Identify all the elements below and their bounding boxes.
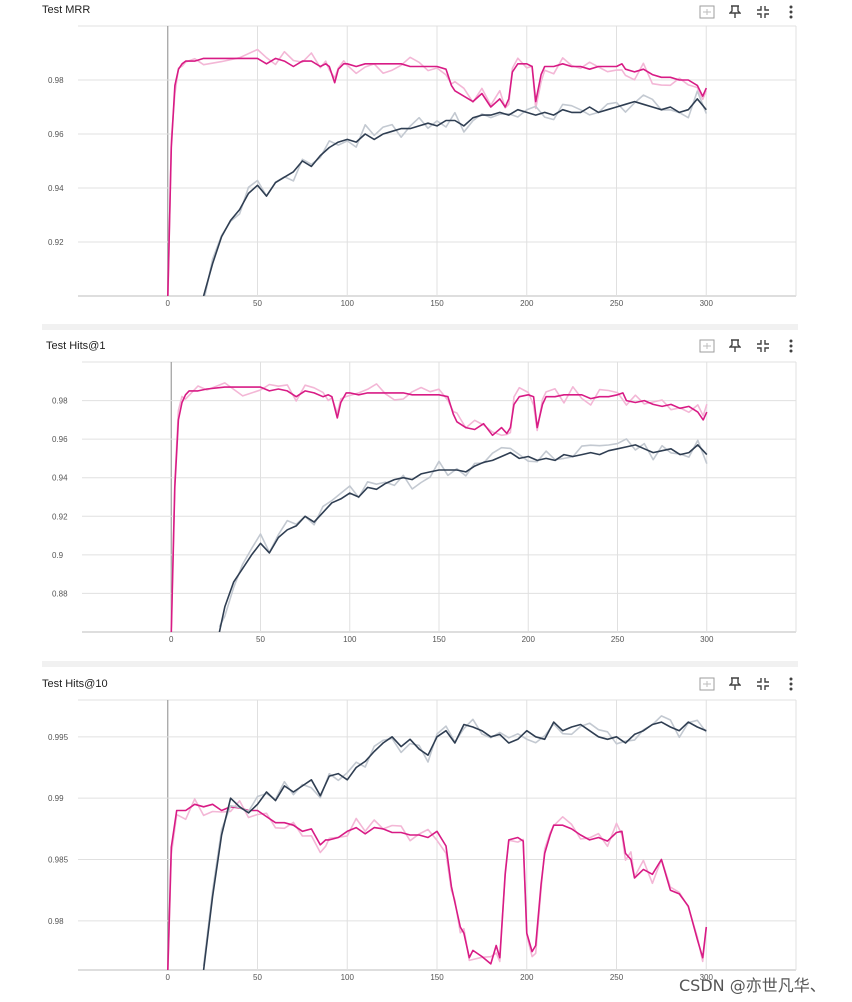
more-options-button[interactable] bbox=[780, 2, 802, 22]
x-tick-label: 300 bbox=[700, 299, 714, 308]
series-line bbox=[218, 444, 708, 632]
series-raw-line bbox=[218, 438, 708, 628]
more-options-button[interactable] bbox=[780, 674, 802, 694]
y-tick-label: 0.995 bbox=[48, 733, 69, 742]
panel-divider bbox=[42, 661, 798, 667]
y-tick-label: 0.9 bbox=[52, 551, 64, 560]
fit-domain-button[interactable] bbox=[696, 2, 718, 22]
fit-domain-icon bbox=[699, 677, 715, 691]
y-tick-label: 0.92 bbox=[48, 238, 64, 247]
series-line bbox=[202, 721, 707, 970]
series-line bbox=[170, 386, 708, 632]
series-group bbox=[167, 48, 708, 296]
more-options-button[interactable] bbox=[780, 336, 802, 356]
pin-button[interactable] bbox=[724, 2, 746, 22]
panel-divider bbox=[42, 324, 798, 330]
y-tick-label: 0.98 bbox=[48, 76, 64, 85]
chart-title: Test Hits@10 bbox=[42, 678, 108, 690]
y-tick-label: 0.94 bbox=[48, 184, 64, 193]
series-group bbox=[167, 715, 708, 970]
fit-domain-button[interactable] bbox=[696, 674, 718, 694]
series-line bbox=[202, 98, 707, 296]
x-tick-label: 50 bbox=[253, 973, 262, 982]
collapse-button[interactable] bbox=[752, 674, 774, 694]
y-tick-label: 0.92 bbox=[52, 512, 68, 521]
chart-plot[interactable]: 0 50 100 150 200 250 300 0.98 0.985 0.99 0.995 bbox=[0, 674, 852, 1002]
series-group bbox=[170, 382, 708, 632]
x-tick-label: 300 bbox=[700, 635, 714, 644]
watermark: CSDN @亦世凡华、 bbox=[679, 976, 826, 995]
x-tick-label: 150 bbox=[430, 973, 444, 982]
chart-title: Test MRR bbox=[42, 4, 91, 16]
x-tick-label: 100 bbox=[341, 299, 355, 308]
y-tick-label: 0.96 bbox=[52, 435, 68, 444]
chart-plot[interactable]: 0 50 100 150 200 250 300 0.92 0.94 0.96 0.98 bbox=[0, 0, 852, 330]
y-tick-label: 0.98 bbox=[48, 917, 64, 926]
pin-button[interactable] bbox=[724, 674, 746, 694]
y-tick-label: 0.99 bbox=[48, 794, 64, 803]
x-tick-label: 50 bbox=[253, 299, 262, 308]
pin-icon bbox=[729, 339, 741, 352]
x-tick-label: 0 bbox=[166, 973, 171, 982]
more-vert-icon bbox=[789, 5, 793, 19]
chart-toolbar bbox=[696, 336, 802, 356]
fit-domain-button[interactable] bbox=[696, 336, 718, 356]
pin-icon bbox=[729, 5, 741, 18]
collapse-button[interactable] bbox=[752, 2, 774, 22]
pin-icon bbox=[729, 677, 741, 690]
collapse-button[interactable] bbox=[752, 336, 774, 356]
collapse-icon bbox=[757, 678, 769, 690]
x-tick-label: 250 bbox=[610, 299, 624, 308]
x-tick-label: 100 bbox=[343, 635, 357, 644]
x-tick-label: 300 bbox=[700, 973, 714, 982]
fit-domain-icon bbox=[699, 339, 715, 353]
series-raw-line bbox=[202, 715, 707, 967]
series-line bbox=[167, 57, 708, 296]
y-tick-label: 0.94 bbox=[52, 474, 68, 483]
fit-domain-icon bbox=[699, 5, 715, 19]
more-vert-icon bbox=[789, 339, 793, 353]
pin-button[interactable] bbox=[724, 336, 746, 356]
y-tick-label: 0.98 bbox=[52, 397, 68, 406]
chart-toolbar bbox=[696, 2, 802, 22]
x-tick-label: 200 bbox=[520, 299, 534, 308]
chart-toolbar bbox=[696, 674, 802, 694]
more-vert-icon bbox=[789, 677, 793, 691]
x-tick-label: 250 bbox=[610, 973, 624, 982]
collapse-icon bbox=[757, 340, 769, 352]
x-tick-label: 200 bbox=[522, 635, 536, 644]
chart-title: Test Hits@1 bbox=[46, 340, 106, 352]
x-tick-label: 200 bbox=[520, 973, 534, 982]
x-tick-label: 50 bbox=[256, 635, 265, 644]
chart-panel-test-mrr: Test MRR 0 50 100 150 200 250 300 0.92 0.94 0.96 0… bbox=[0, 0, 852, 330]
collapse-icon bbox=[757, 6, 769, 18]
series-raw-line bbox=[204, 90, 708, 296]
x-tick-label: 150 bbox=[432, 635, 446, 644]
y-tick-label: 0.88 bbox=[52, 589, 68, 598]
x-tick-label: 0 bbox=[169, 635, 174, 644]
x-tick-label: 150 bbox=[430, 299, 444, 308]
x-tick-label: 0 bbox=[166, 299, 171, 308]
y-tick-label: 0.96 bbox=[48, 130, 64, 139]
series-line bbox=[167, 803, 708, 970]
y-tick-label: 0.985 bbox=[48, 856, 69, 865]
x-tick-label: 250 bbox=[611, 635, 625, 644]
chart-panel-test-hits-10: Test Hits@10 0 50 100 150 200 250 300 0.98 0.985… bbox=[0, 674, 852, 1002]
x-tick-label: 100 bbox=[341, 973, 355, 982]
chart-panel-test-hits-1: Test Hits@1 0 50 100 150 200 250 300 0.88 0.9 0.9… bbox=[0, 336, 852, 662]
chart-plot[interactable]: 0 50 100 150 200 250 300 0.88 0.9 0.92 0.94 0.96 0.9… bbox=[0, 336, 852, 662]
